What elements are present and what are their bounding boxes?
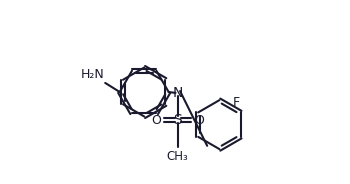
Text: F: F xyxy=(233,96,240,109)
Text: S: S xyxy=(173,113,182,127)
Text: O: O xyxy=(194,114,204,127)
Text: O: O xyxy=(152,114,161,127)
Text: CH₃: CH₃ xyxy=(167,150,189,163)
Text: H₂N: H₂N xyxy=(80,68,104,81)
Text: N: N xyxy=(173,86,183,100)
